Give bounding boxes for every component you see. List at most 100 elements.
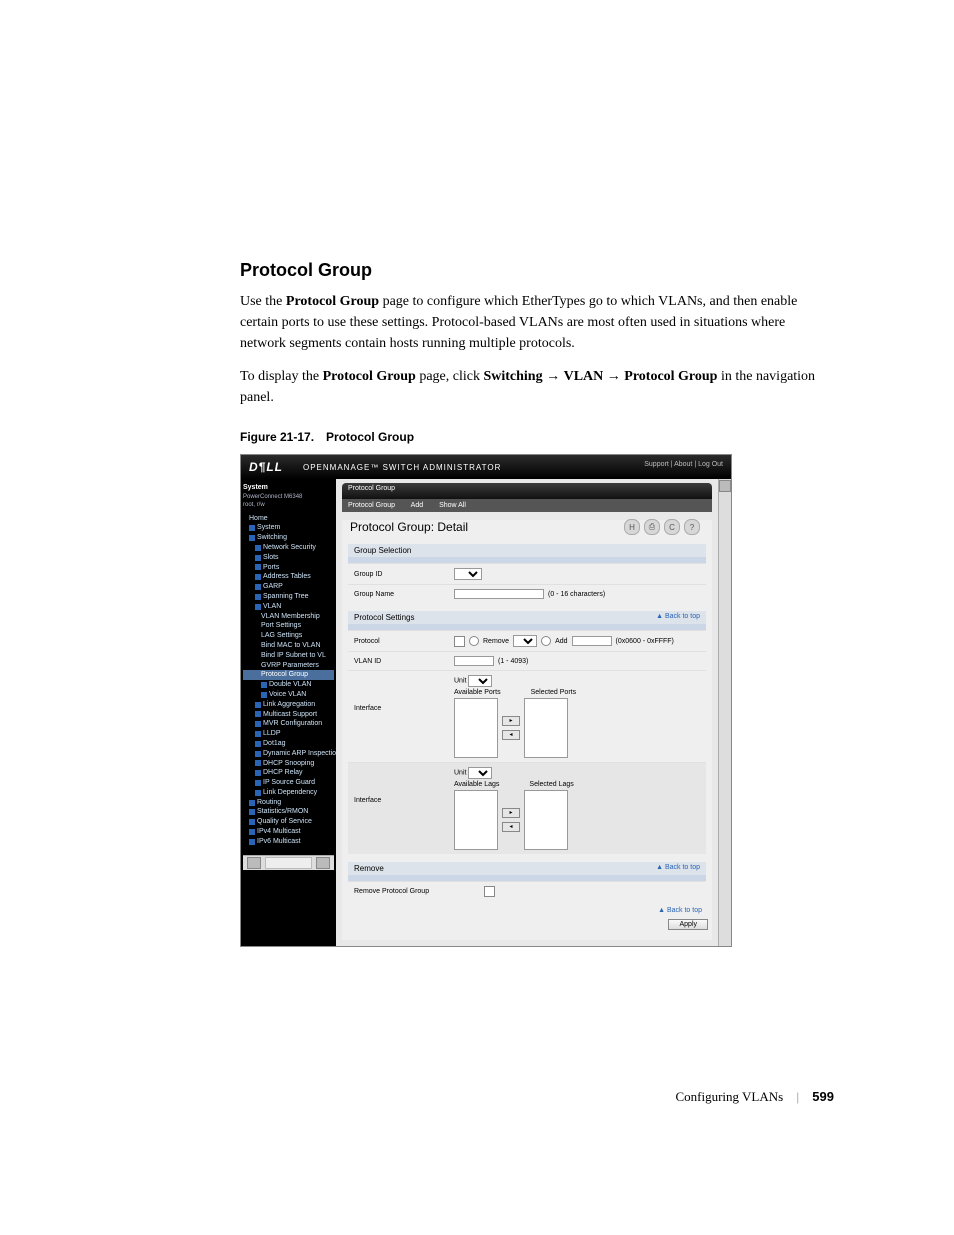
nav-item[interactable]: VLAN <box>243 602 334 612</box>
nav-item[interactable]: LLDP <box>243 729 334 739</box>
dell-logo: D¶LL <box>249 460 283 474</box>
label-selected-lags: Selected Lags <box>529 781 573 788</box>
nav-item[interactable]: LAG Settings <box>243 631 334 641</box>
tab-protocol-group[interactable]: Protocol Group <box>348 502 395 509</box>
print-icon[interactable]: ⎙ <box>644 519 660 535</box>
nav-item[interactable]: Multicast Support <box>243 710 334 720</box>
nav-item[interactable]: System <box>243 523 334 533</box>
nav-item[interactable]: VLAN Membership <box>243 612 334 622</box>
protocol-checkbox[interactable] <box>454 636 465 647</box>
nav-item[interactable]: Link Dependency <box>243 788 334 798</box>
tab-show-all[interactable]: Show All <box>439 502 466 509</box>
nav-item[interactable]: Home <box>243 514 334 524</box>
move-right-button-2[interactable]: ▸ <box>502 808 520 818</box>
nav-item[interactable]: Switching <box>243 533 334 543</box>
text-bold: Protocol Group <box>286 294 379 309</box>
hint-add: (0x0600 - 0xFFFF) <box>616 638 674 645</box>
label-available-ports: Available Ports <box>454 689 501 696</box>
nav-item[interactable]: IPv4 Multicast <box>243 827 334 837</box>
nav-item[interactable]: Dot1ag <box>243 739 334 749</box>
nav-item[interactable]: DHCP Relay <box>243 768 334 778</box>
paragraph-1: Use the Protocol Group page to configure… <box>240 291 834 354</box>
label-group-name: Group Name <box>354 591 454 598</box>
selected-lags-list[interactable] <box>524 790 568 850</box>
label-unit-2: Unit <box>454 770 466 777</box>
section-heading: Protocol Group <box>240 260 834 281</box>
nav-item[interactable]: GARP <box>243 582 334 592</box>
move-left-button-2[interactable]: ◂ <box>502 822 520 832</box>
page-footer: Configuring VLANs | 599 <box>675 1089 834 1105</box>
nav-item[interactable]: Quality of Service <box>243 817 334 827</box>
nav-item[interactable]: IP Source Guard <box>243 778 334 788</box>
nav-item[interactable]: Voice VLAN <box>243 690 334 700</box>
nav-item[interactable]: Port Settings <box>243 621 334 631</box>
refresh-icon[interactable]: C <box>664 519 680 535</box>
nav-item[interactable]: Protocol Group <box>243 670 334 680</box>
back-to-top-link[interactable]: ▲ Back to top <box>656 613 700 622</box>
nav-item[interactable]: Bind IP Subnet to VL <box>243 651 334 661</box>
content-vscrollbar[interactable] <box>718 479 731 946</box>
save-icon[interactable]: H <box>624 519 640 535</box>
nav-item[interactable]: MVR Configuration <box>243 719 334 729</box>
unit-select-2[interactable] <box>468 767 492 779</box>
section-protocol-settings: Protocol Settings ▲ Back to top <box>348 611 706 624</box>
selected-ports-list[interactable] <box>524 698 568 758</box>
footer-section: Configuring VLANs <box>675 1089 783 1104</box>
nav-hscrollbar[interactable] <box>243 855 334 870</box>
label-interface-2: Interface <box>354 767 454 804</box>
breadcrumb: Protocol Group <box>342 483 712 499</box>
label-remove: Remove <box>483 638 509 645</box>
tab-add[interactable]: Add <box>411 502 423 509</box>
nav-item[interactable]: GVRP Parameters <box>243 661 334 671</box>
vlan-id-input[interactable] <box>454 656 494 666</box>
nav-item[interactable]: Network Security <box>243 543 334 553</box>
nav-item[interactable]: DHCP Snooping <box>243 759 334 769</box>
unit-select-1[interactable] <box>468 675 492 687</box>
titlebar: D¶LL OPENMANAGE™ SWITCH ADMINISTRATOR Su… <box>241 455 731 479</box>
back-to-top-link-2[interactable]: ▲ Back to top <box>656 864 700 873</box>
nav-item[interactable]: Ports <box>243 563 334 573</box>
nav-item[interactable]: Bind MAC to VLAN <box>243 641 334 651</box>
nav-item[interactable]: Routing <box>243 798 334 808</box>
section-remove: Remove ▲ Back to top <box>348 862 706 875</box>
remove-select[interactable] <box>513 635 537 647</box>
nav-item[interactable]: Spanning Tree <box>243 592 334 602</box>
content-pane: Protocol Group Protocol Group Add Show A… <box>336 479 718 946</box>
group-id-select[interactable] <box>454 568 482 580</box>
available-lags-list[interactable] <box>454 790 498 850</box>
remove-radio[interactable] <box>469 636 479 646</box>
nav-item[interactable]: Statistics/RMON <box>243 807 334 817</box>
label-group-id: Group ID <box>354 571 454 578</box>
row-vlan-id: VLAN ID (1 - 4093) <box>348 651 706 670</box>
toolbar-icons[interactable]: H ⎙ C ? <box>624 519 700 535</box>
tab-row[interactable]: Protocol Group Add Show All <box>342 499 712 512</box>
nav-item[interactable]: IPv6 Multicast <box>243 837 334 847</box>
label-remove-pg: Remove Protocol Group <box>354 888 484 895</box>
nav-item[interactable]: Double VLAN <box>243 680 334 690</box>
paragraph-2: To display the Protocol Group page, clic… <box>240 366 834 408</box>
nav-item[interactable]: Address Tables <box>243 572 334 582</box>
nav-device: PowerConnect M6348 <box>243 493 334 501</box>
back-to-top-link-3[interactable]: ▲ Back to top <box>658 907 702 914</box>
help-icon[interactable]: ? <box>684 519 700 535</box>
row-protocol: Protocol Remove Add (0x0600 - 0xFFFF) <box>348 630 706 651</box>
row-group-name: Group Name (0 - 16 characters) <box>348 584 706 603</box>
nav-tree[interactable]: System PowerConnect M6348 root, r/w Home… <box>241 479 336 946</box>
section-label: Protocol Settings <box>354 613 414 622</box>
available-ports-list[interactable] <box>454 698 498 758</box>
top-links[interactable]: Support | About | Log Out <box>644 461 723 468</box>
add-radio[interactable] <box>541 636 551 646</box>
move-right-button-1[interactable]: ▸ <box>502 716 520 726</box>
product-name: OPENMANAGE™ SWITCH ADMINISTRATOR <box>303 463 501 472</box>
screenshot: D¶LL OPENMANAGE™ SWITCH ADMINISTRATOR Su… <box>240 454 732 947</box>
nav-item[interactable]: Link Aggregation <box>243 700 334 710</box>
nav-item[interactable]: Dynamic ARP Inspection <box>243 749 334 759</box>
group-name-input[interactable] <box>454 589 544 599</box>
nav-item[interactable]: Slots <box>243 553 334 563</box>
label-interface-1: Interface <box>354 675 454 712</box>
add-input[interactable] <box>572 636 612 646</box>
footer-page-number: 599 <box>812 1089 834 1104</box>
remove-pg-checkbox[interactable] <box>484 886 495 897</box>
move-left-button-1[interactable]: ◂ <box>502 730 520 740</box>
apply-button[interactable]: Apply <box>668 919 708 930</box>
